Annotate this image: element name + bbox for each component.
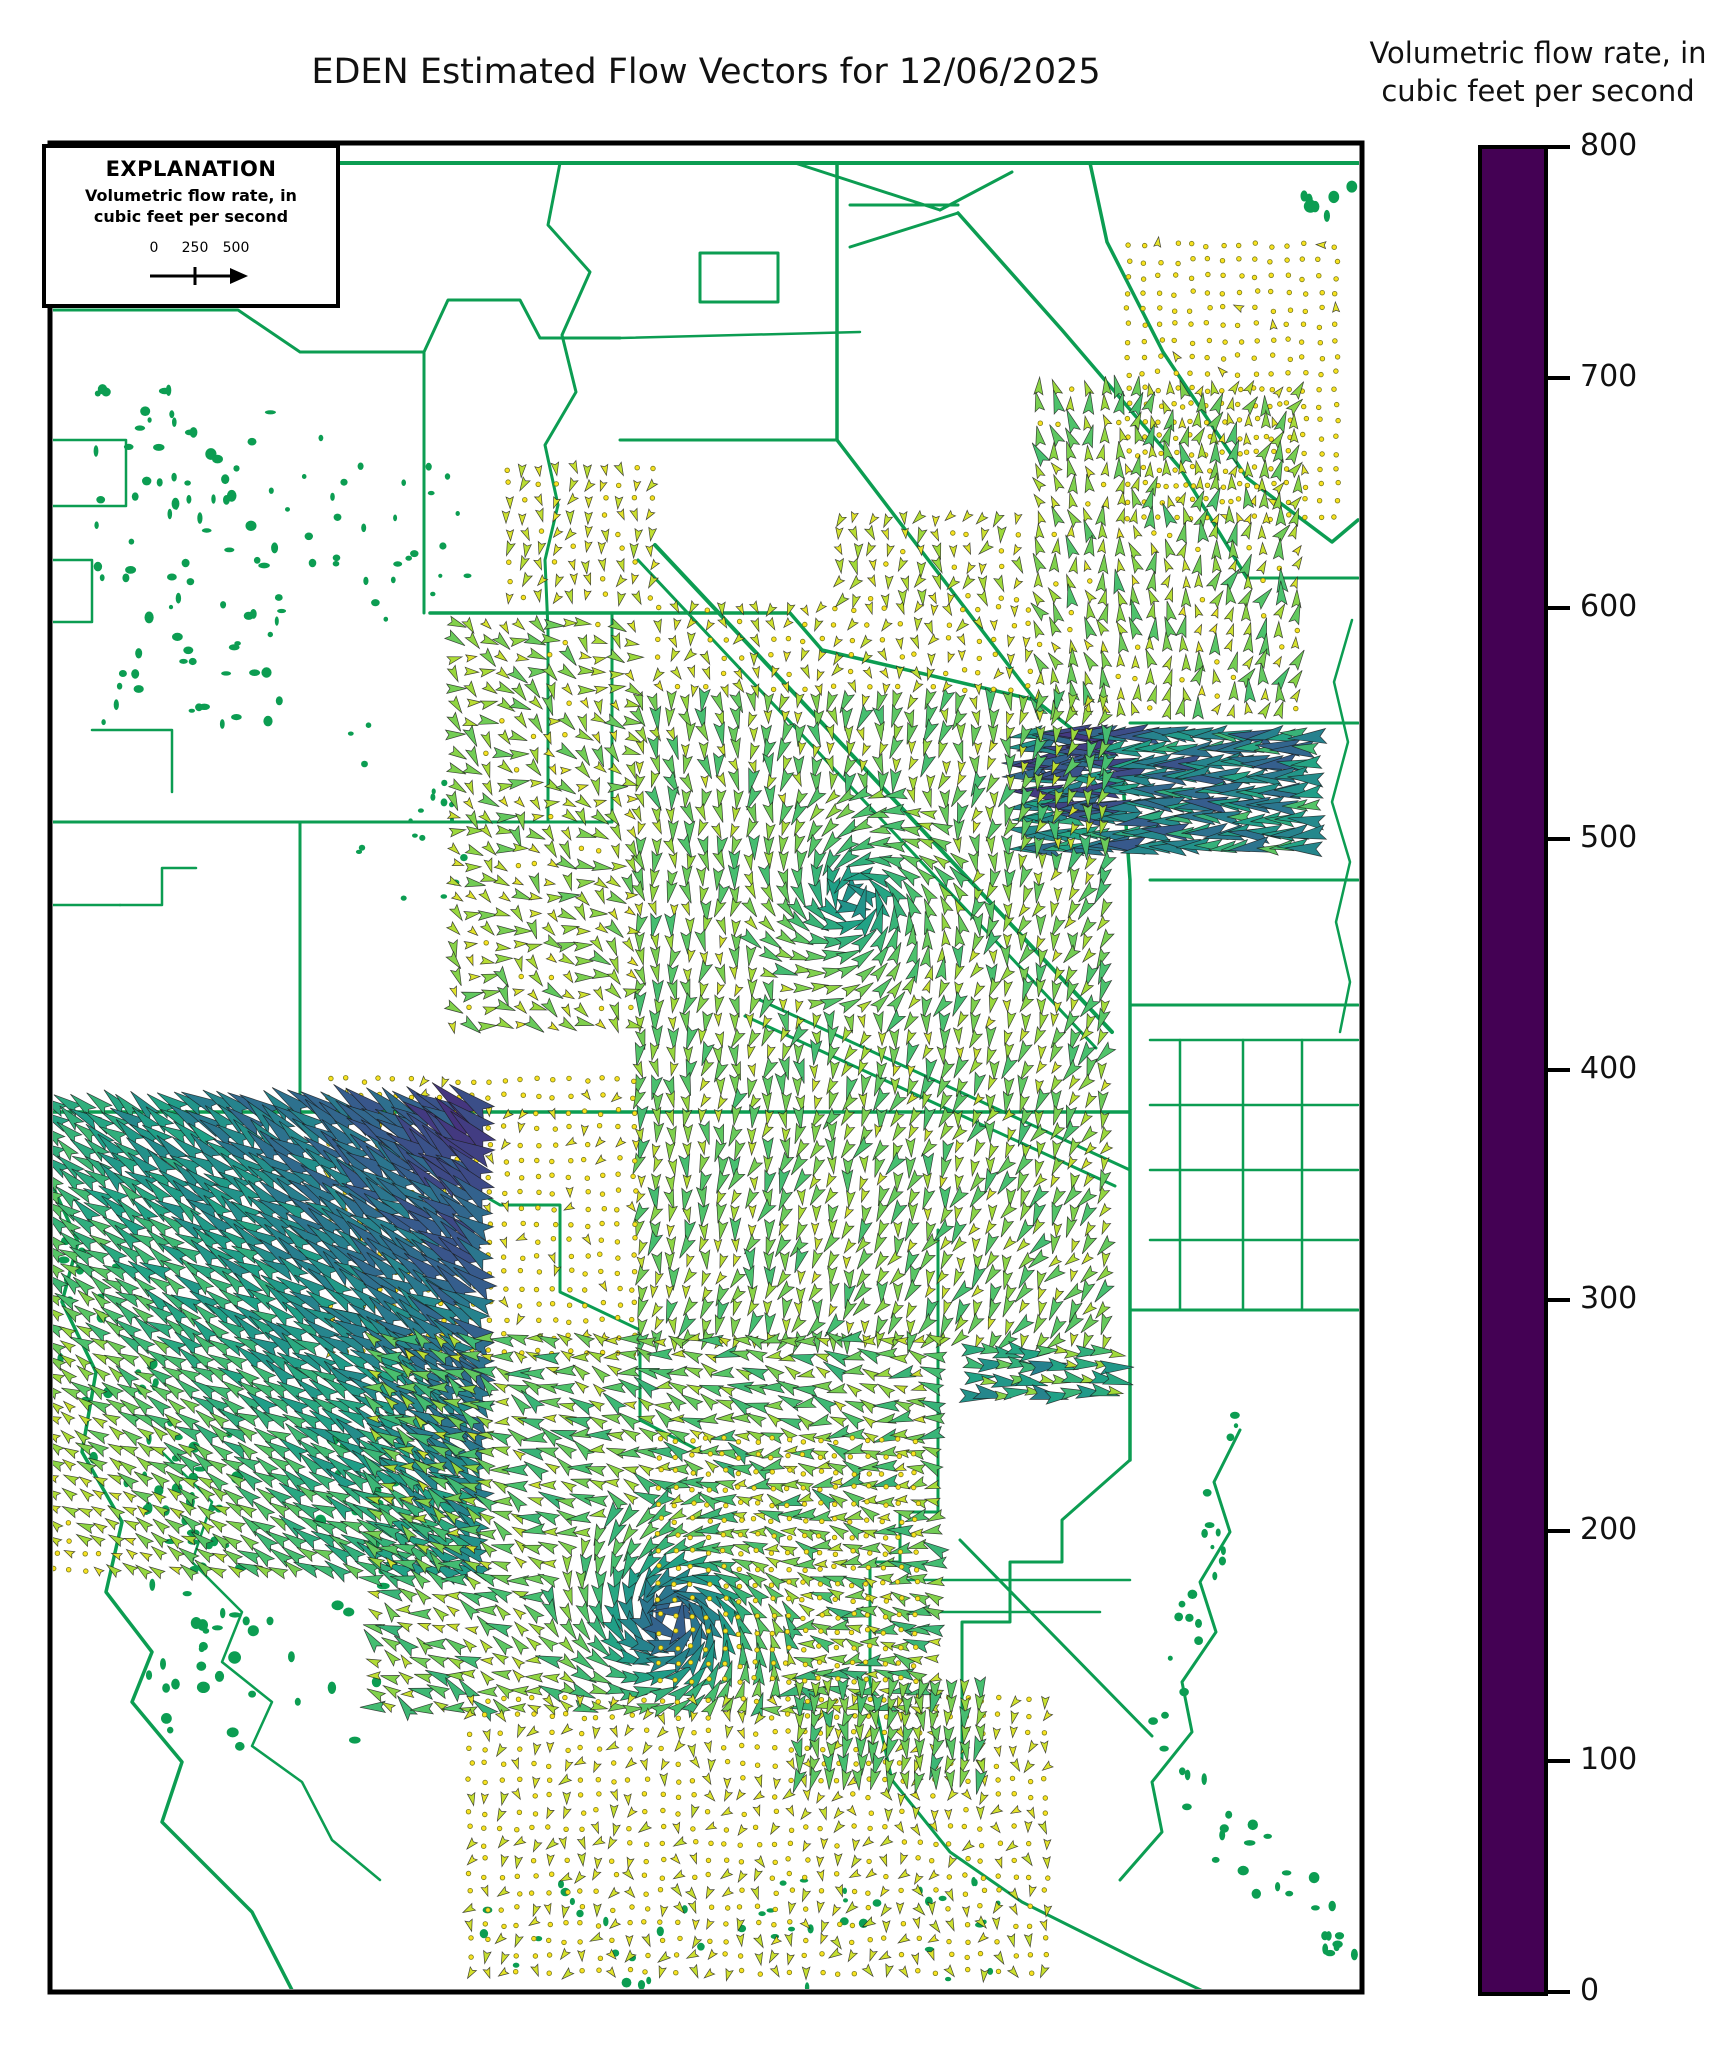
colorbar-title-line2: cubic feet per second [1381, 74, 1695, 108]
colorbar-title-line1: Volumetric flow rate, in [1369, 36, 1707, 70]
flow-arrows [53, 235, 1341, 1984]
colorbar-tick-label: 800 [1580, 128, 1638, 163]
colorbar-tick-label: 700 [1580, 358, 1638, 394]
colorbar-tick [1548, 375, 1570, 380]
legend-subtitle-line1: Volumetric flow rate, in [85, 186, 297, 205]
colorbar [1478, 145, 1548, 1996]
colorbar-tick-label: 300 [1580, 1281, 1638, 1317]
scale-label-0: 0 [149, 240, 159, 256]
colorbar-title: Volumetric flow rate, in cubic feet per … [1352, 34, 1724, 110]
scale-label-250: 250 [181, 240, 209, 256]
plot-title: EDEN Estimated Flow Vectors for 12/06/20… [311, 52, 1101, 92]
colorbar-tick-label: 0 [1580, 1973, 1600, 2008]
legend-heading: EXPLANATION [105, 157, 277, 181]
colorbar-tick-label: 400 [1580, 1050, 1638, 1086]
colorbar-tick [1548, 1759, 1570, 1764]
colorbar-tick [1548, 1298, 1570, 1303]
legend-subtitle: Volumetric flow rate, in cubic feet per … [46, 185, 336, 227]
colorbar-tick-label: 100 [1580, 1742, 1638, 1778]
legend-subtitle-line2: cubic feet per second [93, 207, 289, 226]
map-frame [47, 140, 1365, 1995]
colorbar-tick-label: 600 [1580, 589, 1638, 625]
colorbar-tick [1548, 1528, 1570, 1533]
colorbar-tick [1548, 1990, 1570, 1994]
colorbar-tick-label: 200 [1580, 1511, 1638, 1547]
scale-label-500: 500 [222, 240, 250, 256]
colorbar-tick [1548, 606, 1570, 611]
scale-arrow [150, 267, 248, 285]
legend-explanation-box: EXPLANATION Volumetric flow rate, in cub… [42, 144, 340, 308]
colorbar-tick [1548, 145, 1570, 149]
colorbar-tick [1548, 1067, 1570, 1072]
colorbar-gradient [1482, 149, 1544, 1992]
colorbar-tick-label: 500 [1580, 819, 1638, 855]
colorbar-tick [1548, 836, 1570, 841]
